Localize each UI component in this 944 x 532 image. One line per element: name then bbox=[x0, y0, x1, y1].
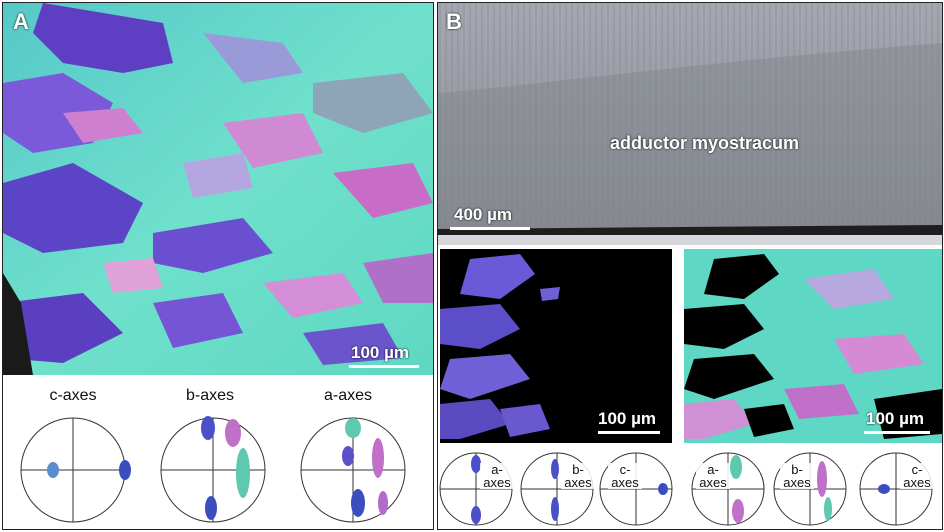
pf-label-b-right-a: a- axes bbox=[696, 463, 730, 489]
panel-b: adductor myostracum 400 µm B 100 µm 100 … bbox=[437, 2, 943, 530]
pole-figure-c-axes bbox=[20, 417, 131, 523]
micrograph-scale-bar bbox=[450, 227, 530, 230]
ebsd-map-a bbox=[3, 3, 433, 375]
pf-label-line1: c- bbox=[619, 462, 631, 477]
pf-label-b-left-c: c- axes bbox=[608, 463, 642, 489]
pf-label-b-right-c: c- axes bbox=[900, 463, 934, 489]
scale-bar-label-a: 100 µm bbox=[351, 343, 409, 362]
scale-bar-a bbox=[349, 365, 419, 368]
left-map-scale-bar bbox=[598, 431, 660, 434]
pf-label-line1: b- bbox=[791, 462, 803, 477]
micrograph-label: adductor myostracum bbox=[610, 133, 800, 153]
pole-figures-b bbox=[439, 452, 933, 526]
pf-label-b-left-a: a- axes bbox=[480, 463, 514, 489]
optical-micrograph bbox=[438, 3, 942, 245]
pf-label-line2: axes bbox=[783, 475, 811, 490]
panel-label-b: B bbox=[446, 9, 462, 34]
right-map-scale-bar-label: 100 µm bbox=[866, 409, 924, 428]
pf-label-line1: a- bbox=[707, 462, 719, 477]
pf-label-line2: axes bbox=[699, 475, 727, 490]
pf-label-line1: a- bbox=[491, 462, 503, 477]
pf-label-line1: b- bbox=[572, 462, 584, 477]
pf-label-line2: axes bbox=[903, 475, 931, 490]
pf-label-b-left-b: b- axes bbox=[561, 463, 595, 489]
pole-figure-title-b-axes: b-axes bbox=[185, 387, 235, 404]
pf-label-line2: axes bbox=[611, 475, 639, 490]
panel-label-a: A bbox=[13, 9, 29, 34]
micrograph-scale-bar-label: 400 µm bbox=[454, 205, 512, 224]
ebsd-map-b-left bbox=[440, 249, 672, 443]
pf-label-line1: c- bbox=[911, 462, 923, 477]
pole-figures-a bbox=[20, 416, 406, 523]
pole-figure-a-axes bbox=[300, 417, 406, 523]
pf-label-line2: axes bbox=[564, 475, 592, 490]
pole-figure-b-axes bbox=[160, 416, 266, 523]
pole-figure-title-c-axes: c-axes bbox=[49, 387, 97, 404]
pf-label-line2: axes bbox=[483, 475, 511, 490]
panel-a: 100 µm A c-axes b-axes a-axes bbox=[2, 2, 434, 530]
pf-label-b-right-b: b- axes bbox=[780, 463, 814, 489]
left-map-scale-bar-label: 100 µm bbox=[598, 409, 656, 428]
right-map-scale-bar bbox=[864, 431, 930, 434]
pole-figure-title-a-axes: a-axes bbox=[323, 387, 373, 404]
ebsd-map-b-right bbox=[684, 249, 942, 443]
